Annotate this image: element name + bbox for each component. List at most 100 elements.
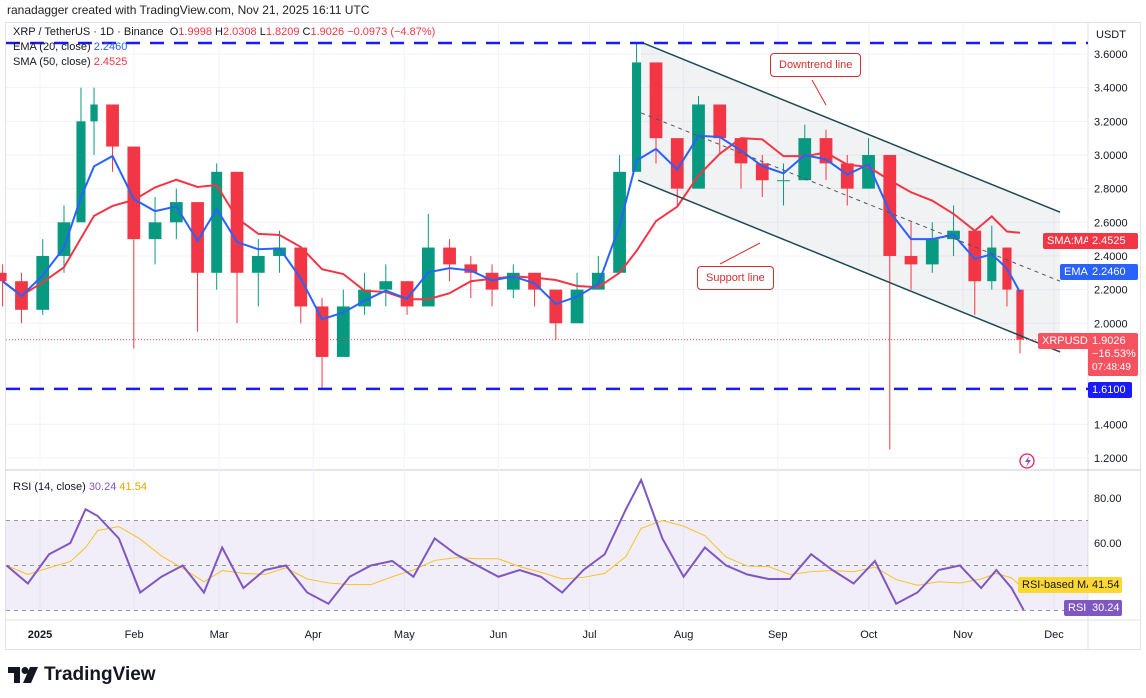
candle-body [336,306,350,357]
time-tick-label: Jul [582,629,596,641]
channel-midline [640,112,1061,282]
candle-countdown: 07:48:49 [1092,362,1131,373]
time-tick-label: Oct [860,629,877,641]
time-tick-label: Sep [768,629,788,641]
price-tick-label: 1.4000 [1094,419,1128,431]
close-label: C [302,26,311,38]
candle-body [57,222,71,256]
symbol-name: XRP / TetherUS · 1D · Binance [13,26,164,38]
candle-body [549,289,563,324]
time-tick-label: Jun [490,629,508,641]
price-tick-label: 2.6000 [1094,217,1128,229]
alert-icon-circle [1019,453,1035,469]
candle-body [649,62,663,139]
support-annotation[interactable]: Support line [697,266,774,290]
time-tick-label: Feb [125,629,144,641]
chart-frame [5,22,1141,650]
ema-legend[interactable]: EMA (20, close) 2.2460 [13,41,127,53]
sma-tag-label: SMA:MA [1043,233,1095,249]
rsi-tick-label: 80.00 [1094,493,1122,505]
open-value: 1.9998 [178,26,212,38]
candle-body [925,239,939,265]
candle-body [230,171,244,273]
price-tick-label: 3.0000 [1094,150,1128,162]
tradingview-logo[interactable]: TradingView [8,664,156,686]
time-tick-label: Dec [1044,629,1064,641]
change-value: −0.0973 (−4.87%) [347,26,436,38]
price-tick-label: 1.2000 [1094,453,1128,465]
candle-body [840,163,854,189]
rsi-tag-value: 30.24 [1088,600,1122,616]
candle-body [506,272,520,290]
candle-body [0,272,7,282]
candle-body [106,104,119,147]
candle-body [76,121,86,223]
candle-body [670,138,684,189]
channel-fill [638,42,1061,352]
price-tag-value: 1.9026 [1092,335,1126,347]
candle-body [632,62,642,172]
rsi-value: 30.24 [88,481,117,493]
candle-body [211,171,223,273]
candle-body [904,255,918,265]
candle-body [421,247,435,307]
candle-body [968,230,982,282]
tradingview-logo-icon [8,667,38,683]
candle-body [692,104,705,189]
sma-value: 2.4525 [93,56,128,68]
candle-body [713,104,727,139]
price-tag-change: −16.53% [1092,348,1136,360]
high-label: H [215,26,223,38]
candle-body [443,247,456,265]
candle-body [1016,289,1024,340]
sma-legend[interactable]: SMA (50, close) 2.4525 [13,56,127,68]
rsi-ma-tag-label: RSI-based MA [1018,577,1098,593]
candle-body [883,154,897,256]
price-tick-label: 3.4000 [1094,83,1128,95]
credit-text: ranadagger created with TradingView.com,… [7,3,370,17]
rsi-legend[interactable]: RSI (14, close) 30.24 41.54 [13,481,147,493]
price-tag: 1.9026 −16.53% 07:48:49 [1088,333,1138,376]
time-tick-label: Apr [305,629,322,641]
candle-body [127,146,141,240]
price-tick-label: 3.6000 [1094,49,1128,61]
time-tick-label: Nov [953,629,973,641]
candle-body [464,264,478,273]
level-tag: 1.6100 [1088,382,1132,398]
candle-body [862,154,875,189]
price-tick-label: 2.2000 [1094,285,1128,297]
open-label: O [169,26,179,38]
ema-line [1,134,1021,321]
support-line [637,179,1061,353]
downtrend-line [640,41,1061,213]
symbol-legend: XRP / TetherUS · 1D · Binance O1.9998 H2… [13,26,435,38]
candle-body [777,180,790,182]
time-tick-label: May [394,629,415,641]
brand-name: TradingView [44,664,156,685]
price-tick-label: 2.0000 [1094,318,1128,330]
rsi-line [5,477,1025,611]
rsi-ma-tag-value: 41.54 [1088,577,1122,593]
downtrend-annotation[interactable]: Downtrend line [770,53,862,77]
ema-tag-label: EMA [1060,264,1092,280]
time-tick-label: Aug [674,629,694,641]
ema-tag-value: 2.2460 [1088,264,1138,280]
currency-label: USDT [1096,29,1126,41]
price-tick-label: 3.2000 [1094,116,1128,128]
alert-icon[interactable] [1019,453,1035,469]
candle-body [90,104,98,122]
candle-body [273,247,286,256]
close-value: 1.9026 [310,26,345,38]
time-tick-label: 2025 [28,629,52,641]
support-annotation-pointer [719,242,761,265]
sma-label: SMA (50, close) [13,56,91,68]
time-tick-label: Mar [210,629,229,641]
candle-body [148,222,162,240]
candle-body [251,255,265,273]
candle-body [315,306,329,357]
low-value: 1.8209 [265,26,300,38]
rsi-ma-value: 41.54 [119,481,147,493]
ema-value: 2.2460 [93,41,128,53]
high-value: 2.0308 [222,26,257,38]
